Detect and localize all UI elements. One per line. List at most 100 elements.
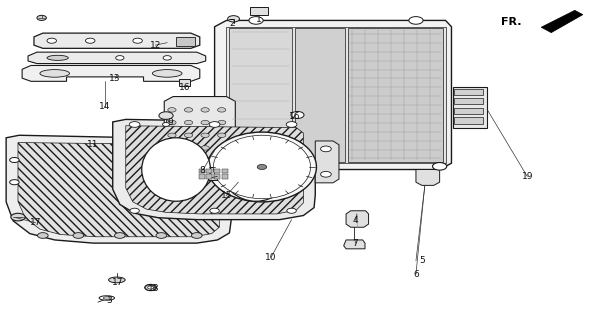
Polygon shape [541,10,583,33]
Circle shape [37,233,48,238]
Circle shape [201,146,209,150]
Circle shape [168,120,176,125]
Polygon shape [230,28,292,162]
Text: 17: 17 [30,218,42,227]
Polygon shape [22,66,200,81]
Circle shape [133,38,142,43]
Polygon shape [348,28,443,162]
Circle shape [159,112,173,119]
Circle shape [86,38,95,43]
Ellipse shape [40,69,70,77]
Circle shape [163,56,171,60]
Ellipse shape [214,135,311,199]
Circle shape [218,146,226,150]
Ellipse shape [152,69,182,77]
Bar [250,7,268,15]
Circle shape [10,180,19,185]
Circle shape [156,233,167,238]
Text: 9: 9 [167,118,173,127]
Bar [222,174,228,179]
Bar [199,174,205,179]
Polygon shape [346,211,368,227]
Circle shape [129,122,140,127]
Circle shape [114,233,125,238]
Circle shape [218,108,226,112]
Circle shape [220,163,234,170]
Circle shape [11,213,25,221]
Polygon shape [18,142,220,237]
Circle shape [148,286,154,289]
Circle shape [257,164,267,170]
Bar [455,108,483,114]
Bar [455,117,483,124]
Bar [206,169,212,173]
Ellipse shape [47,55,68,60]
Text: 13: 13 [109,74,121,83]
Polygon shape [126,126,303,214]
Text: 3: 3 [107,296,112,305]
Bar [179,79,190,86]
Polygon shape [34,33,200,48]
Ellipse shape [222,138,290,201]
Polygon shape [6,135,231,243]
Circle shape [218,133,226,138]
Circle shape [73,233,84,238]
Circle shape [130,208,139,213]
Bar [199,169,205,173]
Circle shape [37,15,46,20]
Text: 2: 2 [230,19,235,28]
Text: 11: 11 [87,140,99,149]
Ellipse shape [208,132,317,202]
Polygon shape [164,97,235,155]
Ellipse shape [142,138,211,201]
Text: 7: 7 [353,239,358,248]
Text: 14: 14 [99,102,111,111]
Text: FR.: FR. [501,17,521,27]
Circle shape [201,133,209,138]
Bar [176,37,195,46]
Circle shape [47,38,57,43]
Polygon shape [28,52,206,64]
Ellipse shape [108,277,125,283]
Text: 6: 6 [413,270,419,279]
Circle shape [184,146,193,150]
Bar [214,169,220,173]
Bar [206,174,212,179]
Bar [455,89,483,95]
Circle shape [218,120,226,125]
Circle shape [249,17,263,24]
Text: 19: 19 [522,172,533,181]
Circle shape [201,108,209,112]
Circle shape [210,208,220,213]
Polygon shape [295,28,345,162]
Circle shape [201,120,209,125]
Circle shape [433,163,447,170]
Circle shape [409,17,423,24]
Ellipse shape [104,297,110,299]
Polygon shape [344,240,365,249]
Bar [222,169,228,173]
Polygon shape [112,119,315,220]
Polygon shape [227,170,250,185]
Circle shape [168,108,176,112]
Text: 8: 8 [200,166,206,175]
Circle shape [321,146,331,152]
Bar [455,98,483,105]
Circle shape [209,122,220,127]
Circle shape [321,172,331,177]
Polygon shape [453,87,487,128]
Circle shape [287,208,296,213]
Circle shape [184,133,193,138]
Polygon shape [227,27,446,163]
Circle shape [168,133,176,138]
Text: 15: 15 [221,191,232,200]
Circle shape [228,16,239,22]
Circle shape [145,284,156,291]
Bar [197,167,230,180]
Circle shape [192,233,202,238]
Circle shape [168,146,176,150]
Text: 1: 1 [256,15,262,24]
Text: 16: 16 [179,83,191,92]
Text: 16: 16 [289,112,300,121]
Circle shape [10,157,19,163]
